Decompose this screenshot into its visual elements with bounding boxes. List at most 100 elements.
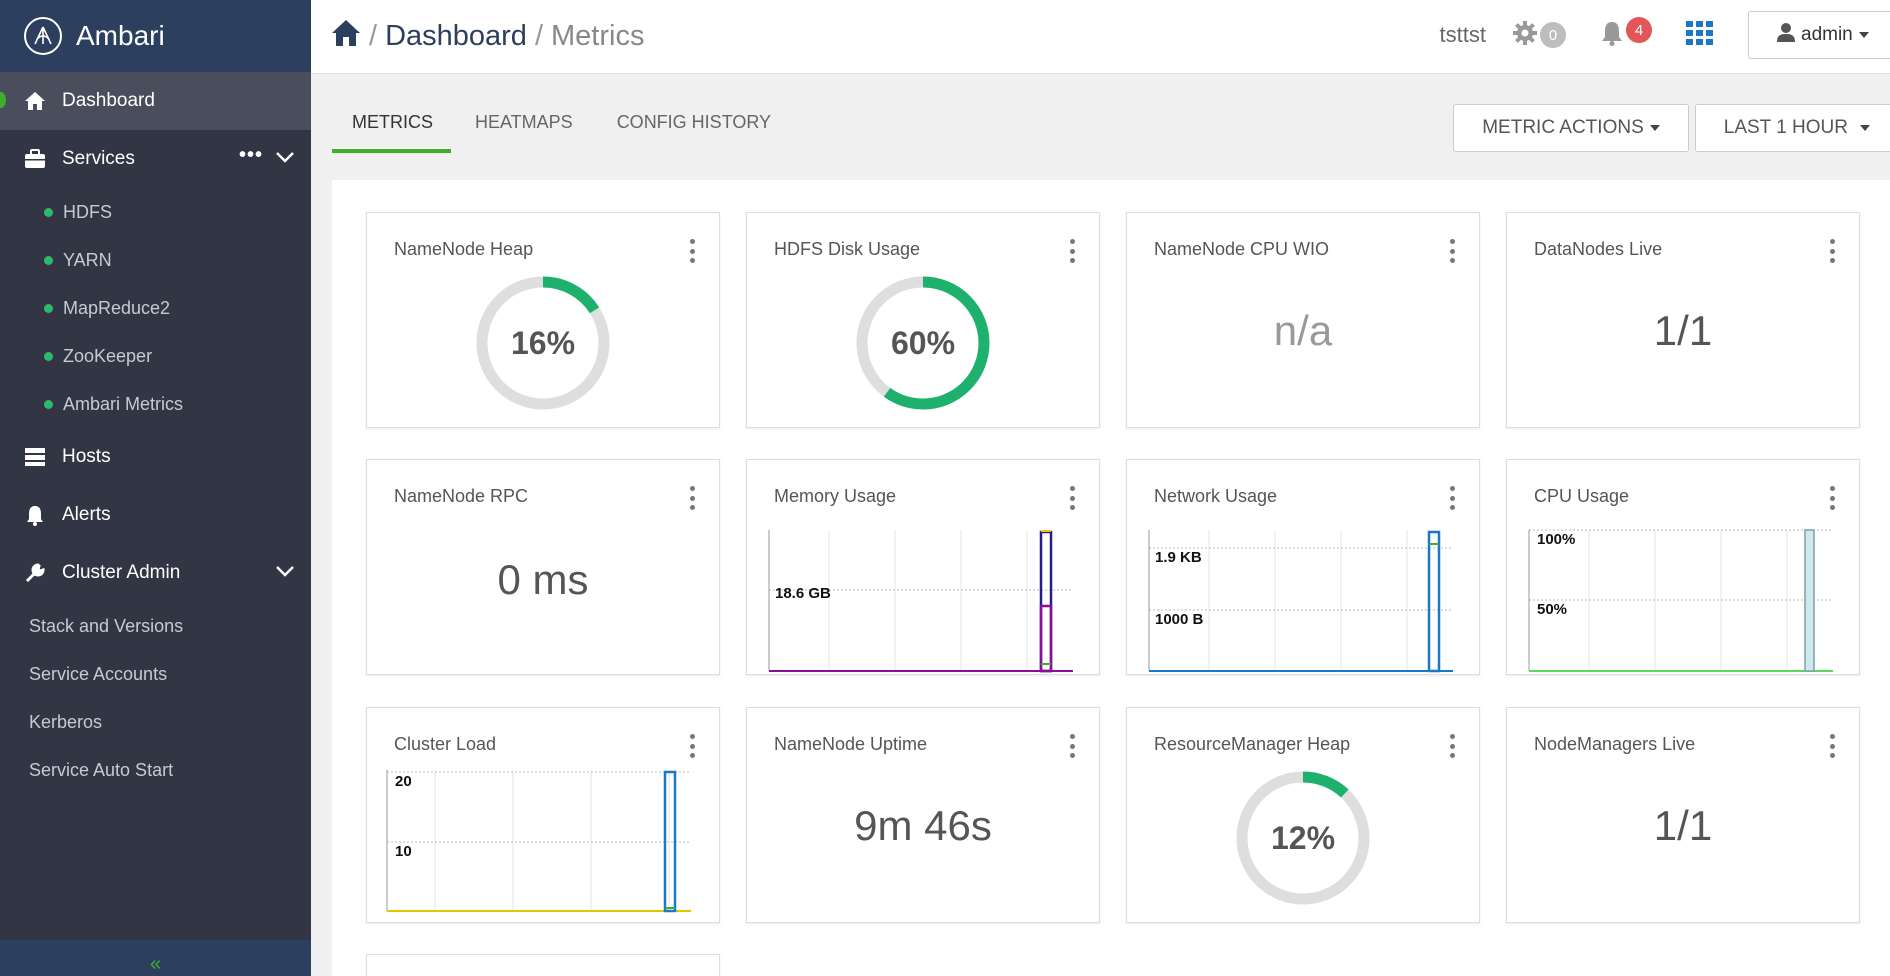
tab-config-history[interactable]: CONFIG HISTORY	[616, 112, 772, 132]
widget-title: NameNode RPC	[394, 486, 529, 506]
donut-gauge: 12%	[1236, 771, 1370, 905]
admin-item-stack-versions[interactable]: Stack and Versions	[29, 615, 184, 636]
gear-icon	[1512, 20, 1538, 51]
widget-title: HDFS Disk Usage	[774, 239, 921, 259]
service-item-mapreduce2[interactable]: MapReduce2	[0, 284, 311, 332]
bell-icon	[22, 502, 48, 528]
widget-menu-icon[interactable]	[689, 239, 695, 263]
network-sparkline: 1.9 KB 1000 B	[1148, 530, 1453, 673]
widget-menu-icon[interactable]	[1069, 486, 1075, 510]
sidebar-item-dashboard[interactable]: Dashboard	[0, 72, 311, 130]
chevron-down-icon[interactable]	[275, 148, 295, 170]
memory-sparkline: 18.6 GB	[768, 530, 1073, 673]
user-name: admin	[1801, 24, 1853, 45]
server-icon	[22, 444, 48, 470]
widget-value: 1/1	[1653, 307, 1713, 354]
status-dot-icon	[44, 207, 53, 217]
widget-menu-icon[interactable]	[1829, 239, 1835, 263]
widget-menu-icon[interactable]	[689, 486, 695, 510]
services-more-button[interactable]: •••	[238, 144, 263, 166]
caret-down-icon	[1649, 125, 1660, 131]
alerts-button[interactable]: 4	[1600, 17, 1652, 51]
widget-title: Cluster Load	[394, 734, 497, 754]
sidebar-item-label: Dashboard	[62, 90, 155, 111]
gauge-value: 16%	[511, 325, 575, 361]
breadcrumb-separator: /	[369, 20, 378, 52]
sidebar-item-alerts[interactable]: Alerts	[0, 486, 311, 544]
alerts-count-badge: 4	[1626, 17, 1652, 43]
metric-actions-button[interactable]: METRIC ACTIONS	[1453, 104, 1689, 152]
sidebar-item-cluster-admin[interactable]: Cluster Admin	[0, 544, 311, 602]
widget-title: NameNode Heap	[394, 239, 534, 259]
admin-item-kerberos[interactable]: Kerberos	[29, 711, 103, 732]
widget-title: NameNode Uptime	[774, 734, 928, 754]
status-dot-icon	[44, 399, 53, 409]
widget-resourcemanager-heap[interactable]: ResourceManager Heap 12%	[1126, 707, 1480, 923]
widget-namenode-rpc[interactable]: NameNode RPC 0 ms	[366, 459, 720, 675]
widget-title: Memory Usage	[774, 486, 897, 506]
top-bar: / Dashboard / Metrics tsttst 0 4	[311, 0, 1890, 74]
bell-icon	[1600, 20, 1624, 51]
home-icon[interactable]	[331, 19, 361, 55]
service-item-yarn[interactable]: YARN	[0, 236, 311, 284]
widget-value: n/a	[1273, 307, 1333, 354]
service-item-ambari-metrics[interactable]: Ambari Metrics	[0, 380, 311, 428]
user-menu-button[interactable]: admin	[1748, 11, 1890, 59]
breadcrumb-dashboard[interactable]: Dashboard	[385, 20, 527, 52]
widget-cluster-load[interactable]: Cluster Load 20 10	[366, 707, 720, 923]
widget-title: NameNode CPU WIO	[1154, 239, 1330, 259]
service-label: HDFS	[63, 201, 112, 222]
time-range-label: LAST 1 HOUR	[1723, 117, 1848, 138]
status-dot-icon	[44, 255, 53, 265]
collapse-icon: «	[149, 953, 162, 975]
widget-hdfs-disk-usage[interactable]: HDFS Disk Usage 60%	[746, 212, 1100, 428]
widget-cpu-usage[interactable]: CPU Usage 100% 50%	[1506, 459, 1860, 675]
chart-label: 20	[395, 773, 412, 790]
tab-metrics[interactable]: METRICS	[332, 102, 451, 153]
donut-gauge: 16%	[476, 276, 610, 410]
brand[interactable]: Ambari	[0, 0, 311, 72]
widget-namenode-heap[interactable]: NameNode Heap 16%	[366, 212, 720, 428]
admin-item-service-auto-start[interactable]: Service Auto Start	[29, 759, 174, 780]
widget-nodemanagers-live[interactable]: NodeManagers Live 1/1	[1506, 707, 1860, 923]
widget-namenode-uptime[interactable]: NameNode Uptime 9m 46s	[746, 707, 1100, 923]
admin-item-service-accounts[interactable]: Service Accounts	[29, 663, 168, 684]
widget-title: ResourceManager Heap	[1154, 734, 1351, 754]
widget-memory-usage[interactable]: Memory Usage 18.6 GB	[746, 459, 1100, 675]
briefcase-icon	[22, 146, 48, 172]
widget-menu-icon[interactable]	[1069, 239, 1075, 263]
sidebar-item-label: Services	[62, 148, 135, 169]
sidebar-item-hosts[interactable]: Hosts	[0, 428, 311, 486]
views-menu-button[interactable]	[1686, 20, 1714, 50]
gauge-value: 12%	[1271, 820, 1335, 856]
service-item-hdfs[interactable]: HDFS	[0, 188, 311, 236]
app-name: Ambari	[76, 20, 165, 51]
sidebar-item-label: Hosts	[62, 446, 111, 467]
widget-value: 0 ms	[497, 556, 589, 603]
time-range-button[interactable]: LAST 1 HOUR	[1694, 104, 1890, 152]
sidebar-collapse-button[interactable]: «	[0, 940, 311, 976]
widget-network-usage[interactable]: Network Usage 1.9 KB 1000 B	[1126, 459, 1480, 675]
breadcrumb-separator: /	[534, 20, 543, 52]
widget-namenode-cpu-wio[interactable]: NameNode CPU WIO n/a	[1126, 212, 1480, 428]
ambari-logo-icon	[24, 17, 62, 55]
widget-menu-icon[interactable]	[1449, 239, 1455, 263]
widget-menu-icon[interactable]	[1829, 734, 1835, 758]
caret-down-icon	[1860, 125, 1870, 131]
widget-menu-icon[interactable]	[1069, 734, 1075, 758]
background-ops-button[interactable]: 0	[1512, 20, 1566, 51]
widget-menu-icon[interactable]	[1449, 734, 1455, 758]
caret-down-icon	[1858, 32, 1869, 38]
sidebar-item-label: Cluster Admin	[62, 562, 181, 583]
widget-menu-icon[interactable]	[689, 734, 695, 758]
tab-heatmaps[interactable]: HEATMAPS	[475, 112, 573, 132]
sidebar-item-services[interactable]: Services •••	[0, 130, 311, 188]
chevron-down-icon[interactable]	[275, 562, 295, 584]
sidebar: Ambari Dashboard Services ••• HDFS YARN …	[0, 0, 311, 976]
service-label: ZooKeeper	[63, 345, 153, 366]
service-item-zookeeper[interactable]: ZooKeeper	[0, 332, 311, 380]
widget-datanodes-live[interactable]: DataNodes Live 1/1	[1506, 212, 1860, 428]
widget-menu-icon[interactable]	[1449, 486, 1455, 510]
widget-partial[interactable]	[366, 954, 720, 976]
widget-menu-icon[interactable]	[1829, 486, 1835, 510]
